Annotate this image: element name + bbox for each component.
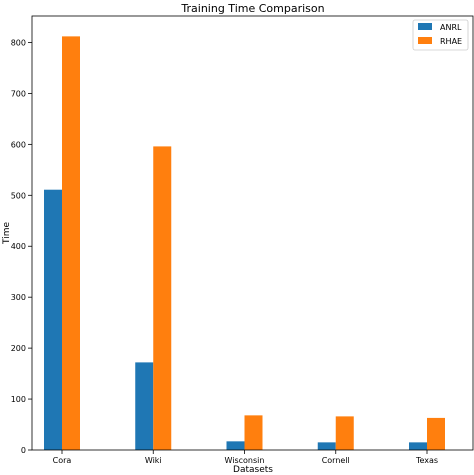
legend-label-rhae: RHAE <box>440 37 462 46</box>
bar-anrl-cora <box>44 189 62 450</box>
x-tick-label-cornell: Cornell <box>322 456 350 465</box>
y-tick-label-600: 600 <box>11 140 26 149</box>
y-tick-label-100: 100 <box>11 395 26 404</box>
legend-swatch-anrl <box>418 23 432 30</box>
bar-anrl-wiki <box>135 362 154 450</box>
bar-anrl-cornell <box>317 442 336 450</box>
bar-rhae-wisconsin <box>244 415 263 450</box>
y-tick-label-0: 0 <box>21 446 26 455</box>
bar-anrl-wisconsin <box>226 441 245 450</box>
x-axis-label: Datasets <box>233 465 273 475</box>
bar-anrl-texas <box>409 442 427 450</box>
legend-swatch-rhae <box>418 37 432 44</box>
x-tick-label-texas: Texas <box>415 456 438 465</box>
y-tick-label-300: 300 <box>11 293 26 302</box>
bar-rhae-cora <box>62 36 80 451</box>
x-axis-ticks: Cora Wiki Wisconsin Cornell Texas <box>53 450 438 465</box>
y-tick-label-700: 700 <box>11 89 26 98</box>
y-tick-label-200: 200 <box>11 344 26 353</box>
y-tick-label-800: 800 <box>11 38 26 47</box>
bar-rhae-texas <box>427 417 445 450</box>
legend-label-anrl: ANRL <box>440 23 462 32</box>
y-axis-label: Time <box>2 222 12 245</box>
y-tick-label-400: 400 <box>11 242 26 251</box>
y-tick-label-500: 500 <box>11 191 26 200</box>
x-tick-label-wisconsin: Wisconsin <box>225 456 265 465</box>
bars-group <box>44 36 445 451</box>
chart-title: Training Time Comparison <box>180 2 324 15</box>
bar-rhae-wiki <box>153 146 172 451</box>
x-tick-label-cora: Cora <box>53 456 72 465</box>
x-tick-label-wiki: Wiki <box>145 456 162 465</box>
legend: ANRL RHAE <box>412 19 469 51</box>
bar-rhae-cornell <box>335 416 354 450</box>
y-axis-ticks: 0 100 200 300 400 500 600 700 800 <box>11 38 32 455</box>
plot-frame <box>31 15 474 451</box>
